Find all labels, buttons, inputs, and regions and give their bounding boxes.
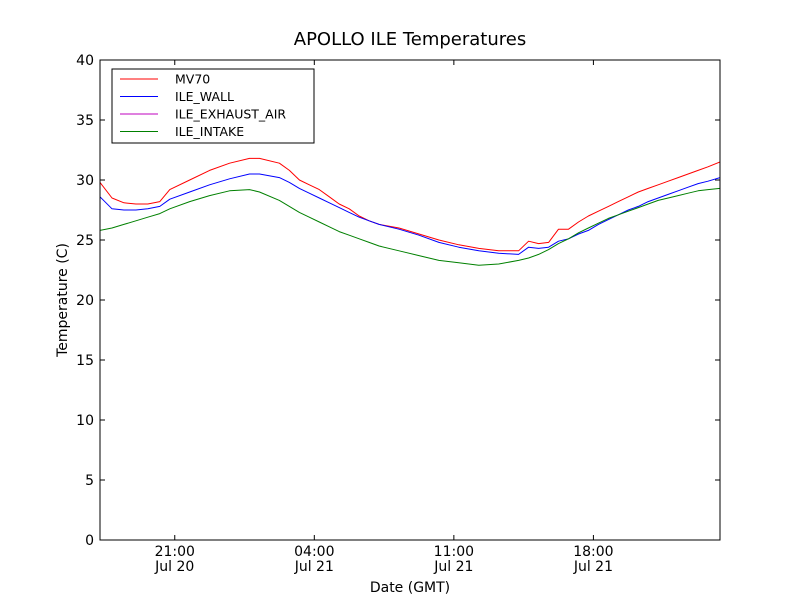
legend: MV70 ILE_WALL ILE_EXHAUST_AIR ILE_INTAKE [111, 68, 315, 144]
legend-label: ILE_INTAKE [175, 124, 244, 139]
y-tick-label: 20 [76, 293, 94, 309]
series-line-ile-intake [100, 187, 720, 266]
y-axis-label: Temperature (C) [55, 243, 71, 358]
chart-title: APOLLO ILE Temperatures [294, 29, 526, 50]
x-tick-time-label: 21:00 [155, 544, 195, 560]
legend-label: ILE_EXHAUST_AIR [175, 107, 286, 122]
y-tick-label: 5 [85, 473, 94, 489]
x-tick-time-label: 04:00 [294, 544, 334, 560]
x-tick-date-label: Jul 21 [433, 559, 473, 575]
y-tick-label: 25 [76, 233, 94, 249]
series-line-mv70 [100, 157, 720, 252]
y-tick-label: 40 [76, 53, 94, 69]
legend-label: ILE_WALL [175, 89, 234, 104]
y-tick-label: 30 [76, 173, 94, 189]
legend-label: MV70 [175, 72, 210, 87]
series-line-ile-wall [100, 173, 720, 255]
y-tick-label: 35 [76, 113, 94, 129]
y-axis: 0 5 10 15 20 25 30 35 40 [76, 53, 720, 549]
x-tick-date-label: Jul 20 [154, 559, 194, 575]
x-tick-date-label: Jul 21 [294, 559, 334, 575]
legend-box [111, 68, 315, 144]
y-tick-label: 0 [85, 533, 94, 549]
x-tick-date-label: Jul 21 [573, 559, 613, 575]
series-layer [100, 157, 720, 266]
y-tick-label: 10 [76, 413, 94, 429]
x-tick-time-label: 11:00 [434, 544, 474, 560]
x-axis-label: Date (GMT) [370, 580, 450, 596]
x-tick-time-label: 18:00 [573, 544, 613, 560]
y-tick-label: 15 [76, 353, 94, 369]
